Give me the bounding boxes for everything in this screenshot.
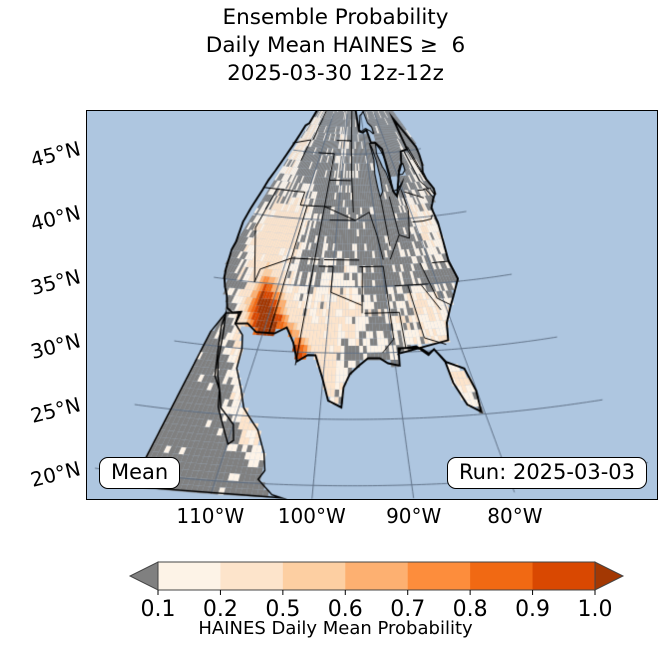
title-line-3: 2025-03-30 12z-12z (227, 61, 444, 86)
colorbar-tick-label-1: 0.2 (202, 597, 238, 622)
map-plot-area[interactable]: Mean Run: 2025-03-03 (86, 110, 658, 500)
title-line-2: Daily Mean HAINES ≥ 6 (205, 33, 466, 58)
colorbar-band-4 (407, 562, 471, 590)
colorbar[interactable]: 0.1 0.2 0.5 0.6 0.7 0.8 0.9 1.0 HAINES Daily Me… (0, 556, 671, 656)
colorbar-swatches (128, 561, 625, 595)
lat-label-25: 25°N (28, 392, 83, 428)
colorbar-band-5 (470, 562, 534, 590)
colorbar-tick-label-2: 0.5 (265, 597, 301, 622)
colorbar-band-6 (532, 562, 596, 590)
colorbar-tick-label-7: 1.0 (577, 597, 613, 622)
colorbar-band-2 (282, 562, 346, 590)
lat-label-20: 20°N (28, 456, 83, 492)
colorbar-band-1 (220, 562, 284, 590)
figure-title: Ensemble Probability Daily Mean HAINES ≥… (0, 4, 671, 88)
colorbar-tick-label-4: 0.7 (390, 597, 426, 622)
colorbar-axis-label: HAINES Daily Mean Probability (198, 618, 473, 639)
colorbar-band-3 (345, 562, 409, 590)
colorbar-band-0 (158, 562, 221, 590)
lon-label-90: 90°W (386, 504, 442, 528)
colorbar-tick-label-5: 0.8 (452, 597, 488, 622)
title-line-1: Ensemble Probability (222, 5, 449, 30)
colorbar-tick-label-3: 0.6 (327, 597, 363, 622)
annotation-mean-box: Mean (99, 456, 181, 489)
lat-label-45: 45°N (28, 136, 83, 172)
lat-label-40: 40°N (28, 200, 83, 236)
lat-label-30: 30°N (28, 328, 83, 364)
lon-label-80: 80°W (487, 504, 543, 528)
colorbar-tick-label-6: 0.9 (515, 597, 551, 622)
annotation-run-box: Run: 2025-03-03 (446, 456, 647, 489)
colorbar-frame (157, 561, 596, 591)
lon-label-100: 100°W (277, 504, 346, 528)
colorbar-over-arrow (594, 561, 625, 591)
lon-label-110: 110°W (176, 504, 245, 528)
colorbar-tick-label-0: 0.1 (140, 597, 176, 622)
colorbar-under-arrow (128, 561, 159, 591)
probability-heatmap-canvas (87, 111, 657, 499)
lat-label-35: 35°N (28, 264, 83, 300)
